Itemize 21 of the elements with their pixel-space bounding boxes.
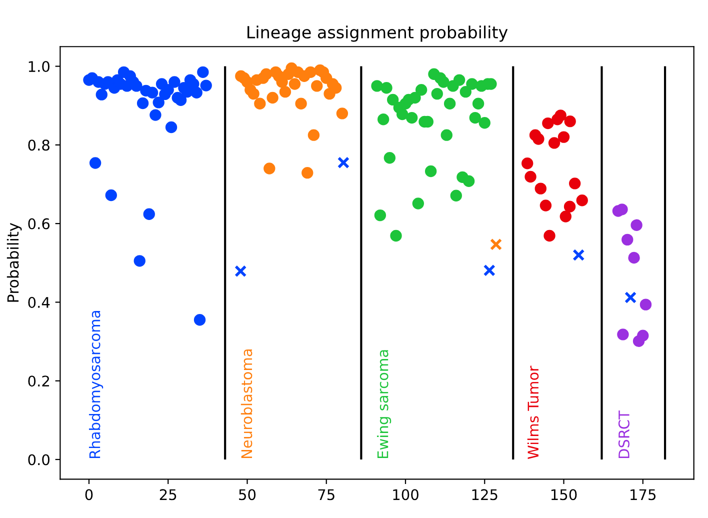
text: Neuroblastoma	[240, 349, 252, 458]
x-tick-label: 0	[85, 489, 93, 500]
y-tick-label: 0.6	[28, 218, 50, 230]
y-axis-title: Probability	[6, 222, 22, 302]
text: Wilms Tumor	[527, 366, 539, 460]
y-tick-label: 0.8	[28, 140, 50, 151]
y-tick-label: 1.0	[28, 60, 50, 72]
x-tick-label: 175	[630, 489, 656, 500]
text: DSRCT	[618, 410, 630, 458]
text: Rhabdomyosarcoma	[88, 311, 104, 458]
x-tick-label: 100	[393, 489, 418, 500]
y-tick-label: 0.0	[28, 454, 50, 466]
x-tick-label: 25	[160, 489, 176, 500]
y-tick-label: 0.2	[28, 376, 49, 387]
x-tick-label: 50	[239, 489, 256, 500]
text: Ewing sarcoma	[377, 350, 392, 458]
x-tick-label: 125	[472, 489, 498, 500]
x-tick-label: 150	[551, 489, 577, 500]
y-tick-label: 0.4	[28, 296, 50, 308]
chart-title: Lineage assignment probability	[248, 26, 508, 42]
x-tick-label: 75	[318, 489, 334, 500]
